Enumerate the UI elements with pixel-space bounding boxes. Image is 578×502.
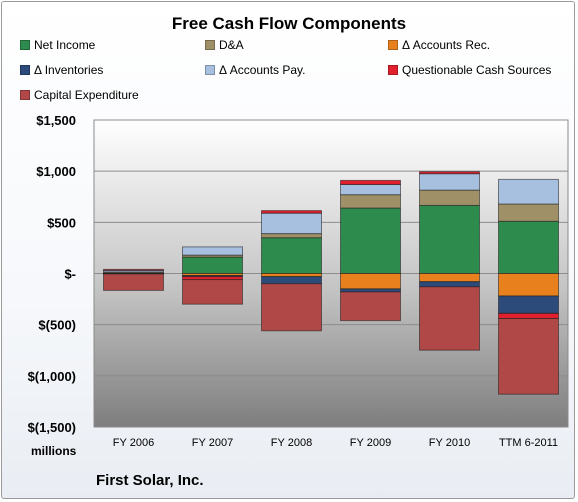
legend-item: Δ Accounts Rec. (388, 38, 490, 52)
legend-item: Questionable Cash Sources (388, 63, 551, 77)
bar-segment (498, 312, 559, 319)
x-tick-label: FY 2010 (429, 437, 470, 449)
legend-item: Net Income (20, 38, 95, 52)
x-tick-label: TTM 6-2011 (499, 437, 558, 449)
bar-segment (103, 268, 164, 271)
legend-swatch (388, 40, 398, 50)
bar-segment (498, 318, 559, 395)
legend-label: Δ Inventories (34, 63, 104, 77)
y-tick-label: $500 (47, 215, 76, 230)
legend-label: Δ Accounts Pay. (219, 63, 306, 77)
x-tick-label: FY 2008 (271, 437, 312, 449)
x-tick-label: FY 2006 (113, 437, 154, 449)
bar-segment (182, 279, 243, 305)
legend-swatch (20, 65, 30, 75)
legend-item: Capital Expenditure (20, 88, 139, 102)
bar-segment (340, 273, 401, 290)
bar-segment (498, 273, 559, 297)
legend-label: Questionable Cash Sources (402, 63, 552, 77)
legend-swatch (20, 40, 30, 50)
bar-segment (419, 286, 480, 351)
bar-segment (261, 283, 322, 332)
legend-swatch (20, 90, 30, 100)
legend-label: D&A (219, 38, 244, 52)
bar-segment (103, 273, 164, 291)
legend-label: Capital Expenditure (34, 88, 139, 102)
bar-segment (498, 220, 559, 275)
x-tick-label: FY 2009 (350, 437, 391, 449)
bar-segment (261, 276, 322, 285)
bar-segment (182, 256, 243, 275)
legend-item: Δ Inventories (20, 63, 103, 77)
bar-segment (340, 179, 401, 185)
units-label: millions (31, 444, 77, 458)
x-tick-label: FY 2007 (192, 437, 233, 449)
bar-segment (419, 204, 480, 274)
legend-item: D&A (205, 38, 244, 52)
company-name: First Solar, Inc. (96, 472, 204, 489)
bar-segment (261, 233, 322, 239)
legend-swatch (205, 65, 215, 75)
y-tick-label: $(500) (38, 318, 76, 333)
legend-swatch (388, 65, 398, 75)
y-tick-label: $(1,500) (28, 420, 76, 435)
bar-segment (340, 291, 401, 322)
bar-segment (419, 173, 480, 191)
bar-segment (182, 246, 243, 256)
bar-segment (340, 184, 401, 196)
legend-item: Δ Accounts Pay. (205, 63, 306, 77)
y-tick-label: $- (64, 267, 76, 282)
bar-segment (498, 178, 559, 205)
bar-segment (340, 207, 401, 274)
y-tick-label: $(1,000) (28, 369, 76, 384)
bar-segment (419, 189, 480, 206)
bar-segment (261, 237, 322, 274)
bar-segment (419, 273, 480, 283)
bar-segment (261, 212, 322, 235)
legend-swatch (205, 40, 215, 50)
bar-segment (419, 281, 480, 288)
bar-segment (340, 194, 401, 209)
y-tick-label: $1,000 (36, 164, 76, 179)
y-tick-label: $1,500 (36, 113, 76, 128)
bar-segment (498, 203, 559, 222)
legend-label: Net Income (34, 38, 96, 52)
bar-segment (261, 210, 322, 214)
bar-segment (498, 295, 559, 314)
chart-title: Free Cash Flow Components (171, 14, 407, 33)
bar-segment (419, 171, 480, 175)
legend-label: Δ Accounts Rec. (402, 38, 491, 52)
